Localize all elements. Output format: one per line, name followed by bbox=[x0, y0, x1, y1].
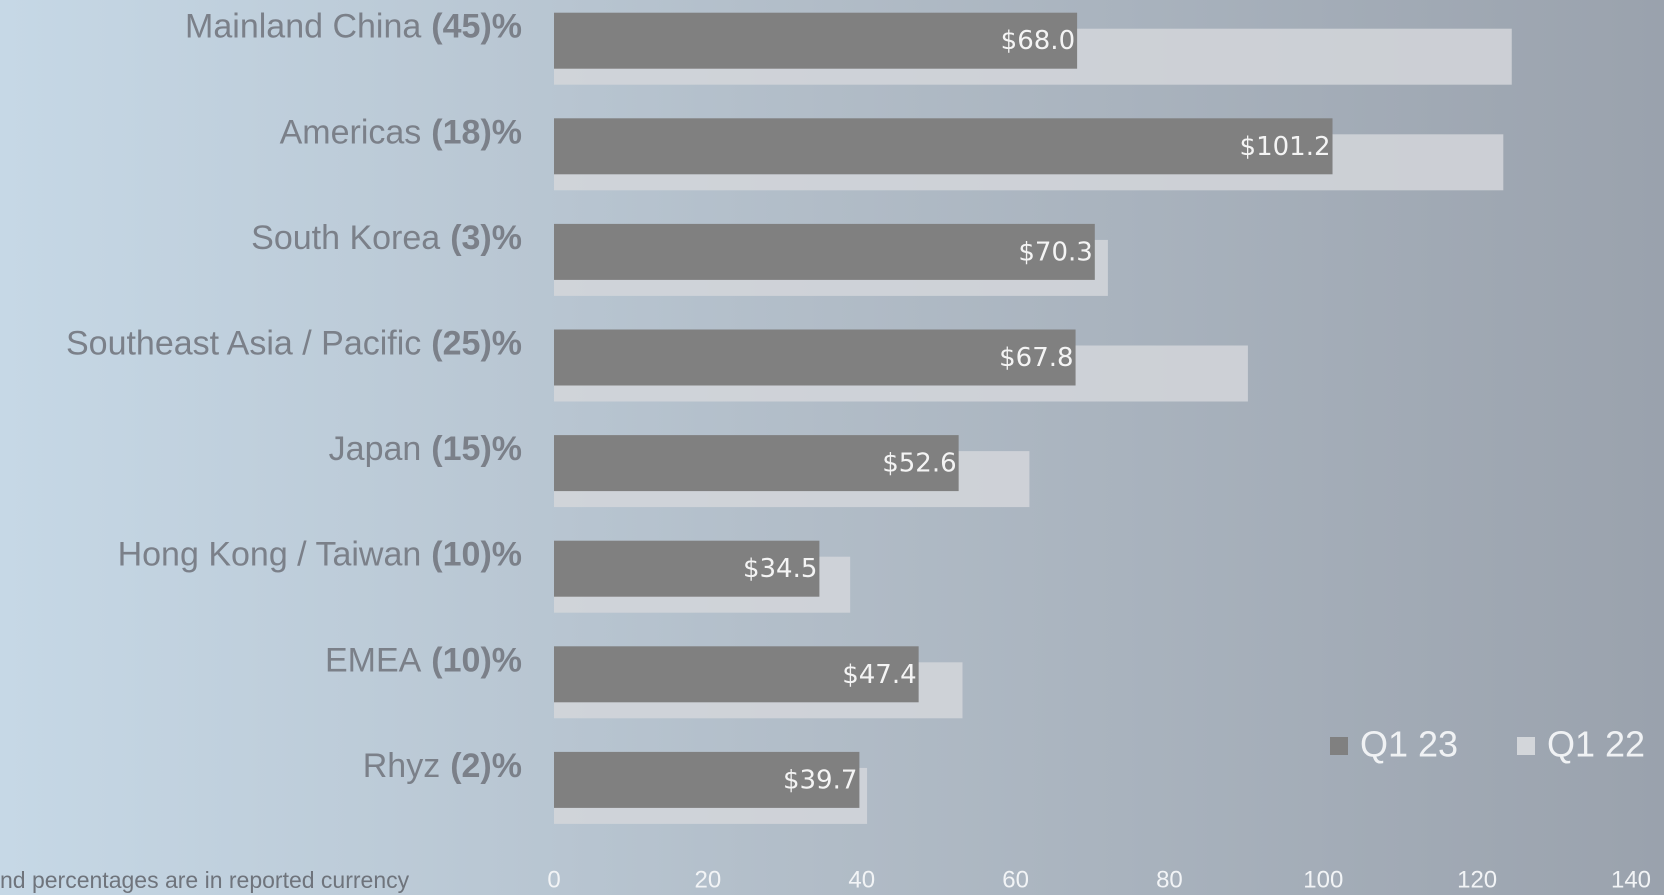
category-note: (18)% bbox=[431, 113, 522, 151]
category-label: Rhyz (2)% bbox=[363, 747, 522, 785]
category-note: (10)% bbox=[431, 536, 522, 574]
category-label: Japan (15)% bbox=[329, 430, 522, 468]
x-tick-label: 20 bbox=[695, 866, 722, 893]
bar bbox=[554, 435, 959, 492]
legend-label: Q1 22 bbox=[1547, 724, 1645, 765]
category-name: Mainland China bbox=[185, 8, 421, 46]
value-label: $68.0 bbox=[1001, 26, 1075, 56]
category-label: South Korea (3)% bbox=[251, 219, 522, 257]
x-tick-label: 60 bbox=[1002, 866, 1029, 893]
footnote: nd percentages are in reported currency bbox=[0, 867, 410, 893]
value-label: $67.8 bbox=[999, 343, 1073, 373]
bar bbox=[554, 223, 1095, 280]
category-name: Rhyz bbox=[363, 747, 440, 785]
category-label: Southeast Asia / Pacific (25)% bbox=[66, 324, 522, 362]
value-label: $70.3 bbox=[1018, 237, 1092, 267]
category-label: Mainland China (45)% bbox=[185, 8, 522, 46]
value-label: $52.6 bbox=[882, 449, 956, 479]
x-tick-label: 80 bbox=[1156, 866, 1183, 893]
bar bbox=[554, 646, 919, 703]
value-label: $39.7 bbox=[783, 765, 857, 795]
category-note: (10)% bbox=[431, 641, 522, 679]
value-label: $34.5 bbox=[743, 554, 817, 584]
value-label: $101.2 bbox=[1240, 132, 1331, 162]
category-label: Americas (18)% bbox=[280, 113, 522, 151]
category-name: Hong Kong / Taiwan bbox=[118, 536, 422, 574]
legend-swatch bbox=[1330, 737, 1348, 755]
category-note: (2)% bbox=[450, 747, 522, 785]
bar bbox=[554, 751, 860, 808]
x-tick-label: 140 bbox=[1611, 866, 1651, 893]
x-tick-label: 40 bbox=[848, 866, 875, 893]
bar bbox=[554, 329, 1076, 386]
category-label: EMEA (10)% bbox=[325, 641, 522, 679]
category-note: (3)% bbox=[450, 219, 522, 257]
category-name: Americas bbox=[280, 113, 422, 151]
category-name: Southeast Asia / Pacific bbox=[66, 324, 421, 362]
legend-swatch bbox=[1517, 737, 1535, 755]
x-tick-label: 100 bbox=[1303, 866, 1343, 893]
category-name: Japan bbox=[329, 430, 422, 468]
value-label: $47.4 bbox=[842, 660, 916, 690]
category-name: South Korea bbox=[251, 219, 440, 257]
category-name: EMEA bbox=[325, 641, 422, 679]
category-note: (15)% bbox=[431, 430, 522, 468]
x-tick-label: 0 bbox=[547, 866, 560, 893]
bar bbox=[554, 118, 1333, 175]
category-label: Hong Kong / Taiwan (10)% bbox=[118, 536, 522, 574]
category-note: (45)% bbox=[431, 8, 522, 46]
bar bbox=[554, 540, 820, 597]
x-tick-label: 120 bbox=[1457, 866, 1497, 893]
bar bbox=[554, 12, 1078, 69]
legend-label: Q1 23 bbox=[1360, 724, 1458, 765]
category-note: (25)% bbox=[431, 324, 522, 362]
